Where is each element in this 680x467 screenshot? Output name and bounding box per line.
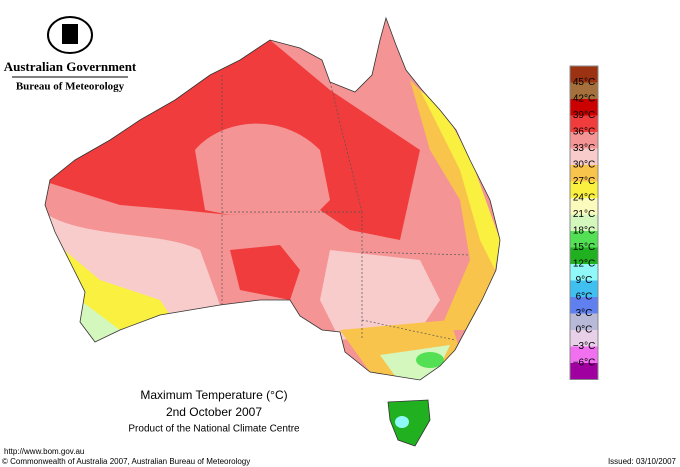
map-date: 2nd October 2007	[166, 405, 262, 419]
legend-label: 27°C	[573, 176, 595, 187]
legend-label: 30°C	[573, 160, 595, 171]
legend-swatch	[570, 231, 598, 248]
government-name: Australian Government	[4, 59, 137, 74]
legend-label: −6°C	[573, 358, 596, 369]
legend-label: −3°C	[573, 341, 596, 352]
legend-frame	[569, 65, 599, 380]
crest	[47, 16, 93, 54]
legend-label: 33°C	[573, 143, 595, 154]
legend-label: 0°C	[576, 325, 593, 336]
map-title: Maximum Temperature (°C)	[140, 388, 287, 402]
legend-swatch	[570, 66, 598, 83]
legend: 45°C 42°C 39°C 36°C 33°C 30°C 27°C 24°C 21°C 18°C…	[569, 65, 599, 380]
legend-label: 18°C	[573, 226, 595, 237]
issued: Issued: 03/10/2007	[608, 457, 677, 466]
legend-label: 9°C	[576, 275, 593, 286]
legend-label: 36°C	[573, 127, 595, 138]
legend-label: 39°C	[573, 110, 595, 121]
state-borders	[221, 75, 471, 341]
tasmania	[387, 399, 431, 447]
bureau-name: Bureau of Meteorology	[16, 81, 125, 93]
url: http://www.bom.gov.au	[4, 447, 84, 456]
legend-label: 15°C	[573, 242, 595, 253]
legend-swatch	[570, 198, 598, 215]
legend-label: 6°C	[576, 292, 593, 303]
legend-swatch	[570, 115, 598, 132]
legend-label: 45°C	[573, 77, 595, 88]
legend-label: 3°C	[576, 308, 593, 319]
legend-swatch	[570, 264, 598, 281]
copyright: © Commonwealth of Australia 2007, Austra…	[2, 457, 250, 466]
legend-swatch	[570, 346, 598, 363]
legend-swatch	[570, 82, 598, 99]
legend-swatch	[570, 181, 598, 198]
legend-swatch	[570, 165, 598, 182]
legend-swatch	[570, 214, 598, 231]
coastline	[44, 16, 501, 381]
legend-swatch	[570, 297, 598, 314]
legend-label: 12°C	[573, 259, 595, 270]
map-product: Product of the National Climate Centre	[128, 424, 300, 435]
legend-swatch	[570, 99, 598, 116]
legend-swatch	[570, 280, 598, 297]
legend-label: 21°C	[573, 209, 595, 220]
legend-label: 24°C	[573, 193, 595, 204]
legend-swatch	[570, 247, 598, 264]
legend-swatch	[570, 313, 598, 330]
legend-swatch	[570, 363, 598, 380]
legend-swatch	[570, 132, 598, 149]
tasmania-cold	[395, 416, 409, 428]
legend-swatch	[570, 330, 598, 347]
legend-label: 42°C	[573, 94, 595, 105]
legend-swatch	[570, 148, 598, 165]
